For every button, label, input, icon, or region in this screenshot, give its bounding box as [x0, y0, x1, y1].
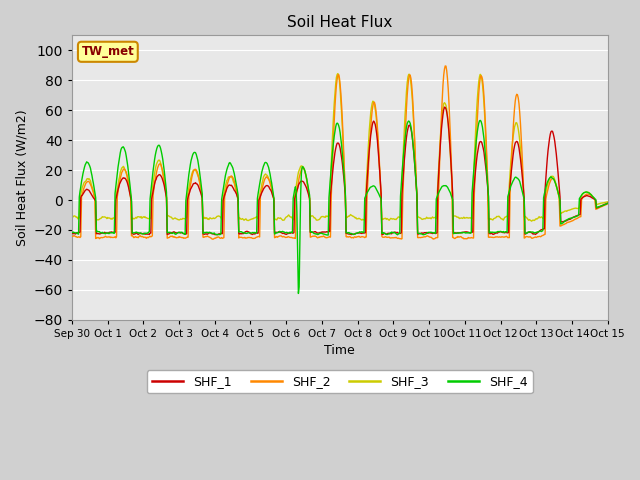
Legend: SHF_1, SHF_2, SHF_3, SHF_4: SHF_1, SHF_2, SHF_3, SHF_4 [147, 370, 532, 393]
Text: TW_met: TW_met [81, 45, 134, 58]
Y-axis label: Soil Heat Flux (W/m2): Soil Heat Flux (W/m2) [15, 109, 28, 246]
X-axis label: Time: Time [324, 344, 355, 357]
Title: Soil Heat Flux: Soil Heat Flux [287, 15, 392, 30]
